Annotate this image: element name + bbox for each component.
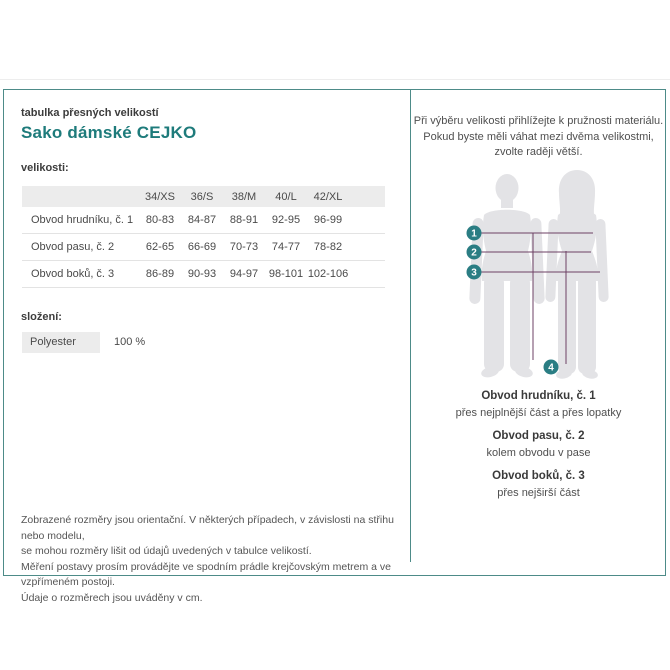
table-row-chest: Obvod hrudníku, č. 1 80-83 84-87 88-91 9… — [22, 207, 385, 234]
material-chip: Polyester — [22, 332, 100, 353]
intro-line: zvolte raději větší. — [494, 146, 583, 158]
table-cell: 86-89 — [145, 268, 175, 280]
top-divider-rule — [0, 79, 670, 80]
table-row-hips: Obvod boků, č. 3 86-89 90-93 94-97 98-10… — [22, 261, 385, 288]
row-label: Obvod hrudníku, č. 1 — [31, 214, 134, 226]
table-cell: 80-83 — [145, 214, 175, 226]
table-cell: 62-65 — [145, 241, 175, 253]
intro-line: Pokud byste měli váhat mezi dvěma veliko… — [423, 130, 654, 143]
column-header: 36/S — [190, 190, 214, 203]
column-header: 42/XL — [313, 190, 343, 203]
table-row-waist: Obvod pasu, č. 2 62-65 66-69 70-73 74-77… — [22, 234, 385, 261]
marker-4-badge — [543, 359, 559, 375]
marker-1-number: 1 — [471, 229, 477, 240]
disclaimer-line: Údaje o rozměrech jsou uváděny v cm. — [21, 591, 203, 604]
marker-2-number: 2 — [471, 248, 477, 259]
table-cell: 74-77 — [271, 241, 301, 253]
male-silhouette — [469, 174, 545, 378]
table-cell: 94-97 — [229, 268, 259, 280]
product-title: Sako dámské CEJKO — [21, 123, 197, 142]
composition-section-label: složení: — [21, 311, 62, 323]
material-percentage: 100 % — [114, 336, 146, 348]
table-cell: 70-73 — [229, 241, 259, 253]
column-header: 38/M — [231, 190, 257, 203]
measurement-description: přes nejširší část — [497, 487, 580, 499]
marker-3-number: 3 — [471, 268, 477, 279]
disclaimer-line: se mohou rozměry lišit od údajů uvedenýc… — [21, 545, 312, 557]
column-header: 34/XS — [145, 190, 175, 203]
disclaimer-line: Zobrazené rozměry jsou orientační. V něk… — [21, 514, 394, 542]
table-cell: 66-69 — [187, 241, 217, 253]
size-chart-panel — [3, 89, 666, 576]
table-kicker-label: tabulka přesných velikostí — [21, 107, 159, 119]
table-cell: 88-91 — [229, 214, 259, 226]
column-header: 40/L — [275, 190, 297, 203]
measurement-title: Obvod boků, č. 3 — [492, 470, 585, 482]
table-cell: 102-106 — [307, 268, 349, 280]
column-divider — [410, 90, 411, 562]
size-table: 34/XS 36/S 38/M 40/L 42/XL Obvod hrudník… — [22, 186, 385, 288]
measurement-title: Obvod pasu, č. 2 — [492, 430, 585, 442]
table-cell: 84-87 — [187, 214, 217, 226]
table-cell: 90-93 — [187, 268, 217, 280]
marker-1-badge — [466, 225, 482, 241]
table-cell: 96-99 — [313, 214, 343, 226]
disclaimer-line: Měření postavy prosím provádějte ve spod… — [21, 560, 391, 589]
body-measurement-diagram: 1 2 3 4 — [438, 163, 658, 385]
marker-3-badge — [466, 264, 482, 280]
row-label: Obvod boků, č. 3 — [31, 268, 115, 280]
marker-4-number: 4 — [548, 363, 554, 374]
intro-line: Při výběru velikosti přihlížejte k pružn… — [413, 115, 664, 127]
size-guide-intro: Při výběru velikosti přihlížejte k pružn… — [411, 114, 666, 161]
female-silhouette — [545, 170, 609, 379]
table-cell: 92-95 — [271, 214, 301, 226]
size-table-header-row: 34/XS 36/S 38/M 40/L 42/XL — [22, 186, 385, 207]
silhouettes-figure: 1 2 3 4 — [466, 170, 609, 379]
table-cell: 78-82 — [313, 241, 343, 253]
disclaimer-text: Zobrazené rozměry jsou orientační. V něk… — [21, 513, 401, 606]
measurement-descriptions: Obvod hrudníku, č. 1 přes nejplnější čás… — [411, 389, 666, 501]
marker-2-badge — [466, 244, 482, 260]
table-cell: 98-101 — [268, 268, 304, 280]
measurement-description: přes nejplnější část a přes lopatky — [455, 407, 622, 419]
measurement-lines — [474, 232, 600, 364]
measurement-markers: 1 2 3 4 — [466, 225, 559, 375]
measurement-description: kolem obvodu v pase — [486, 447, 591, 459]
row-label: Obvod pasu, č. 2 — [31, 241, 115, 253]
measurement-title: Obvod hrudníku, č. 1 — [481, 390, 596, 402]
sizes-section-label: velikosti: — [21, 162, 69, 174]
